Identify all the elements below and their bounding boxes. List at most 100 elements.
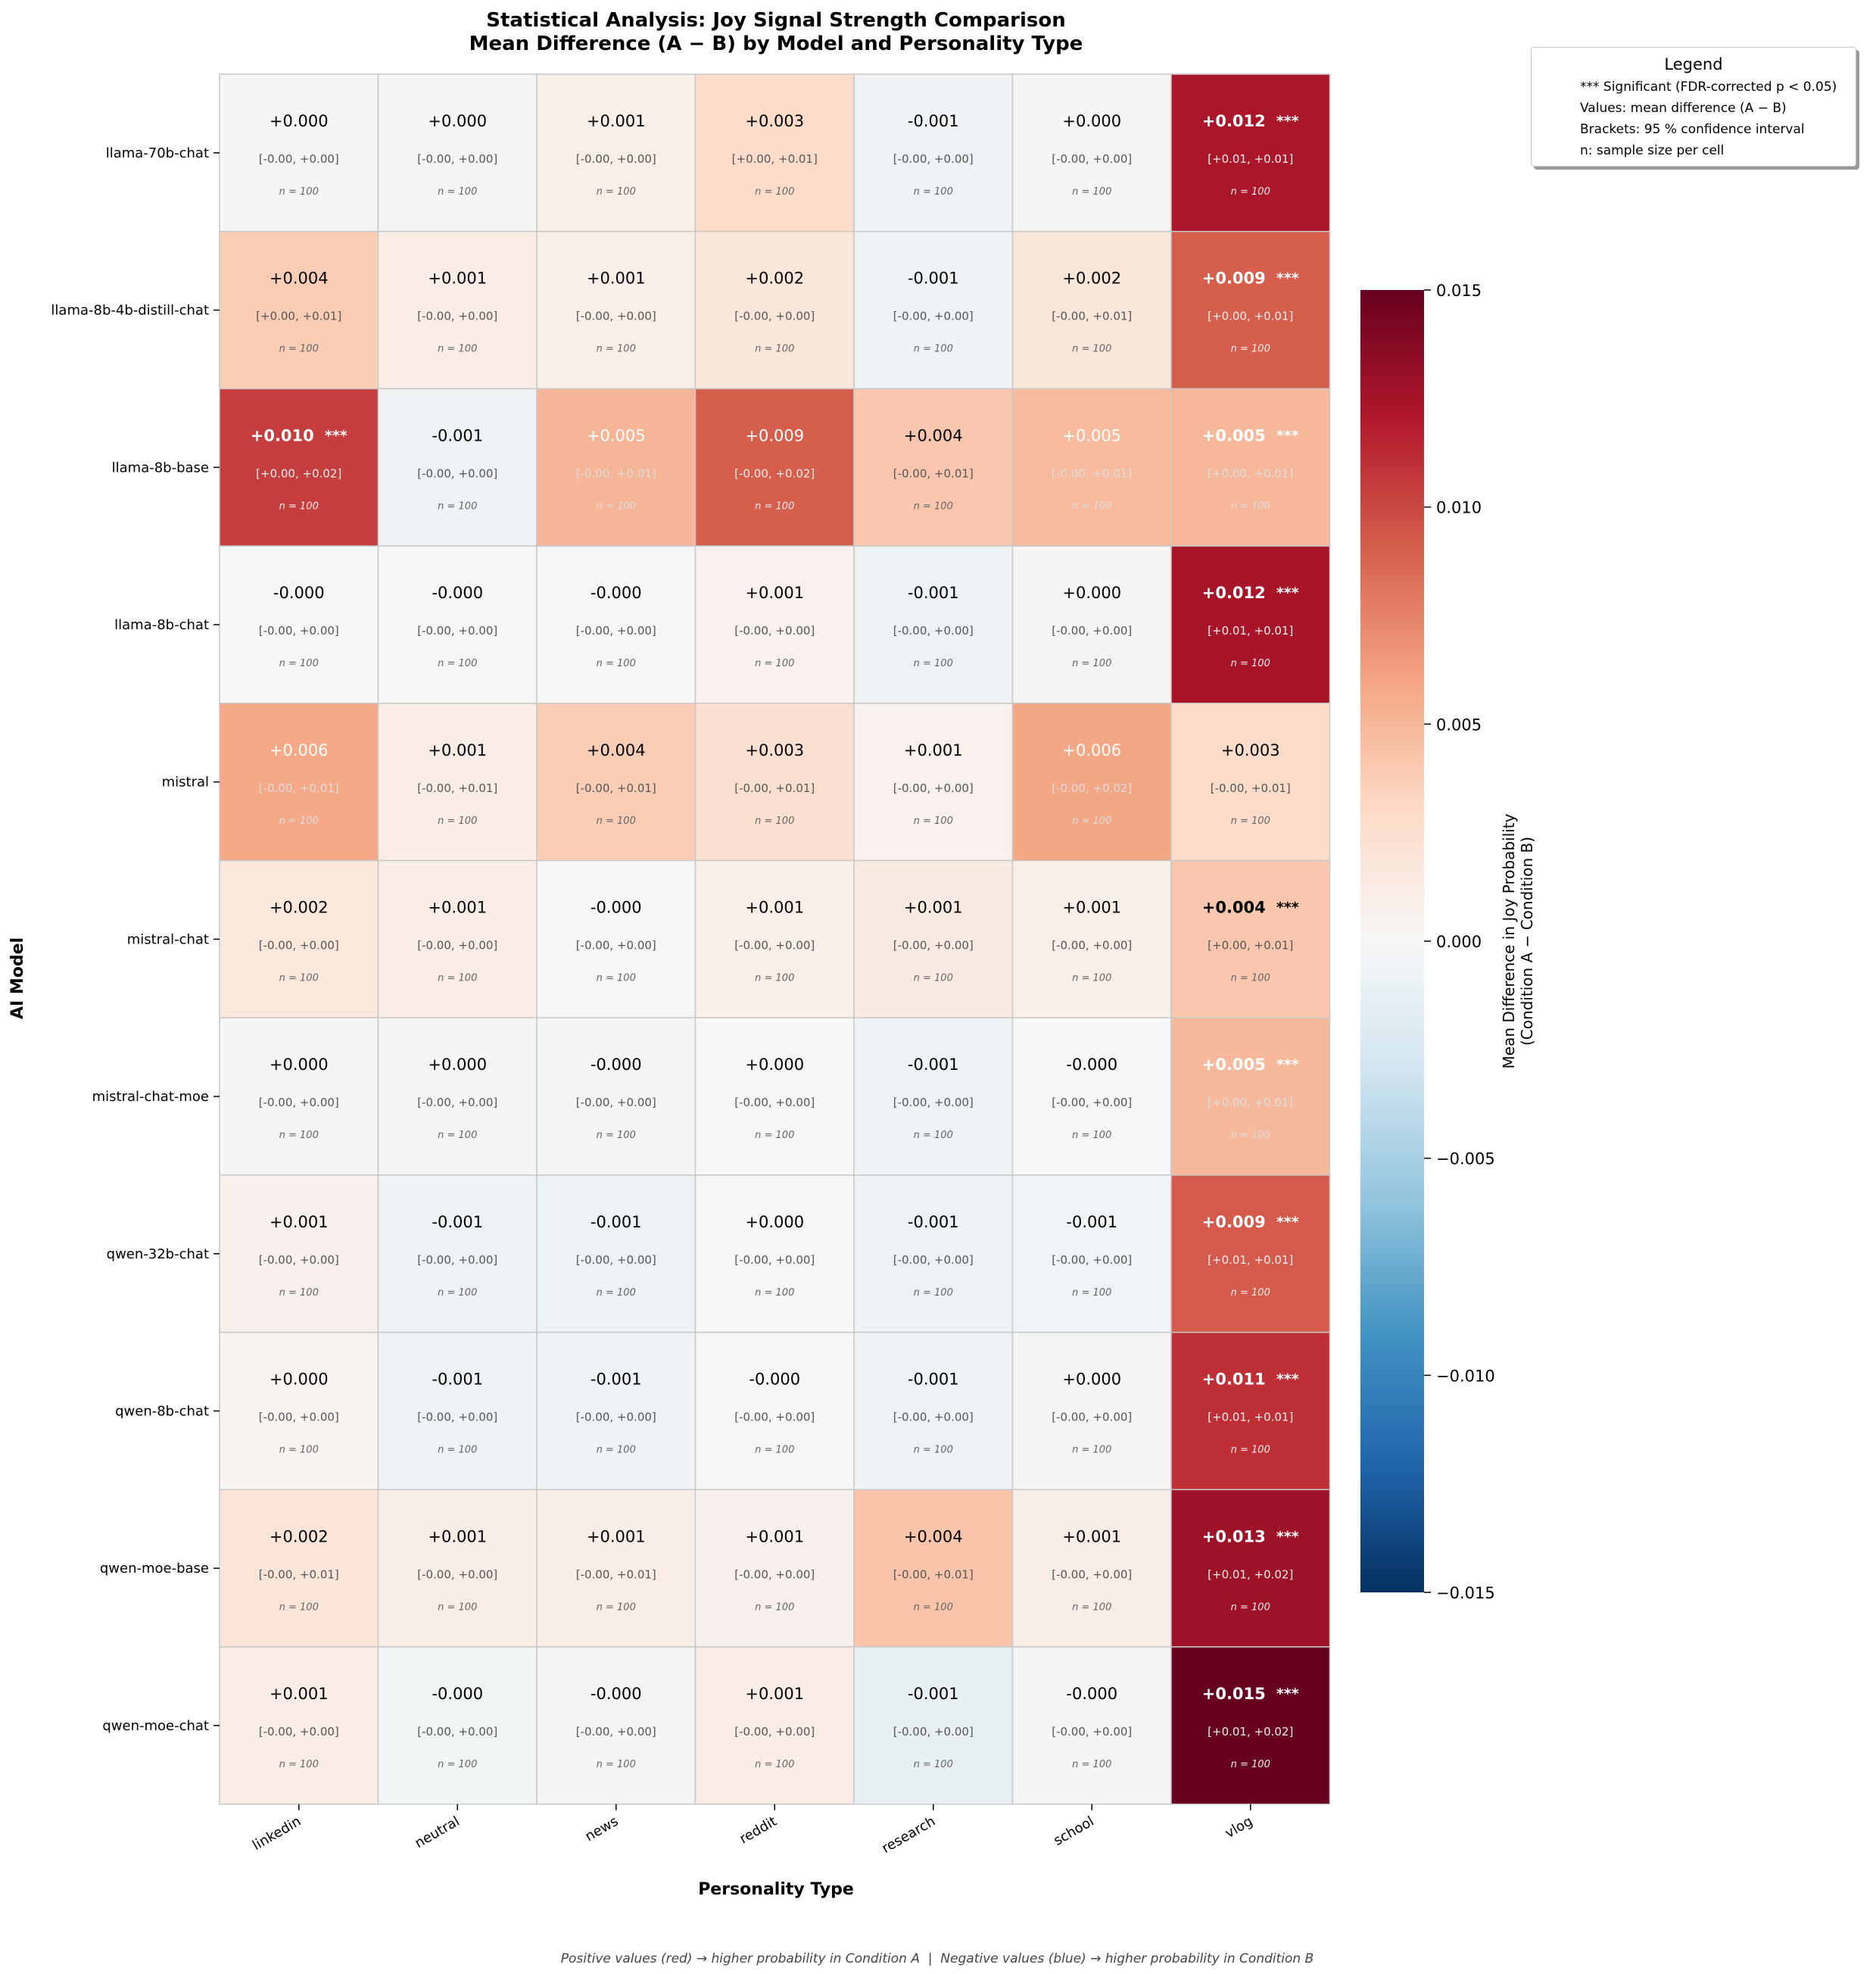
cell-n-qwen-moe-chat-news: n = 100 bbox=[597, 1759, 636, 1770]
cell-ci-qwen-8b-chat-news: [-0.00, +0.00] bbox=[576, 1411, 656, 1424]
cell-ci-mistral-chat-vlog: [+0.00, +0.01] bbox=[1208, 939, 1293, 953]
cell-qwen-moe-base-school bbox=[1011, 1489, 1172, 1648]
cell-value-llama-8b-base-news: +0.005 bbox=[587, 426, 646, 444]
cell-value-mistral-school: +0.006 bbox=[1062, 741, 1121, 759]
chart-subtitle: Mean Difference (A − B) by Model and Per… bbox=[469, 33, 1083, 55]
cell-value-mistral-research: +0.001 bbox=[904, 741, 963, 759]
cell-value-qwen-moe-base-linkedin: +0.002 bbox=[270, 1527, 329, 1545]
cell-value-qwen-32b-chat-news: -0.001 bbox=[591, 1213, 642, 1231]
cell-value-llama-8b-chat-news: -0.000 bbox=[591, 584, 642, 602]
cell-ci-mistral-chat-neutral: [-0.00, +0.00] bbox=[417, 939, 497, 953]
significance-marker-mistral-chat-vlog: *** bbox=[1276, 900, 1299, 916]
cell-llama-8b-chat-school bbox=[1011, 545, 1172, 704]
row-label-llama-70b-chat: llama-70b-chat bbox=[106, 145, 209, 161]
cell-qwen-moe-chat-vlog bbox=[1170, 1646, 1331, 1805]
cell-value-qwen-32b-chat-school: -0.001 bbox=[1066, 1213, 1117, 1231]
cell-ci-mistral-chat-reddit: [-0.00, +0.00] bbox=[734, 939, 815, 953]
cell-value-qwen-moe-chat-news: -0.000 bbox=[591, 1685, 642, 1703]
colorbar-tick-label-6: −0.015 bbox=[1436, 1584, 1495, 1602]
cell-llama-70b-chat-school bbox=[1011, 73, 1172, 232]
significance-marker-llama-8b-base-vlog: *** bbox=[1276, 427, 1299, 444]
cell-value-mistral-chat-research: +0.001 bbox=[904, 899, 963, 917]
cell-ci-qwen-32b-chat-neutral: [-0.00, +0.00] bbox=[417, 1253, 497, 1267]
cell-ci-qwen-moe-chat-school: [-0.00, +0.00] bbox=[1052, 1725, 1132, 1739]
cell-n-llama-8b-base-school: n = 100 bbox=[1072, 501, 1111, 512]
cell-mistral-chat-linkedin bbox=[219, 859, 379, 1018]
cell-value-qwen-moe-chat-neutral: -0.000 bbox=[432, 1685, 483, 1703]
cell-value-mistral-news: +0.004 bbox=[587, 741, 646, 759]
cell-ci-qwen-moe-base-linkedin: [-0.00, +0.01] bbox=[259, 1567, 339, 1581]
cell-n-qwen-8b-chat-reddit: n = 100 bbox=[755, 1445, 794, 1456]
cell-ci-mistral-chat-linkedin: [-0.00, +0.00] bbox=[259, 939, 339, 953]
cell-ci-llama-8b-4b-distill-chat-reddit: [-0.00, +0.00] bbox=[734, 310, 815, 323]
cell-llama-70b-chat-reddit bbox=[694, 73, 855, 232]
cell-qwen-32b-chat-linkedin bbox=[219, 1174, 379, 1333]
cell-llama-8b-base-neutral bbox=[377, 388, 538, 547]
cell-n-mistral-school: n = 100 bbox=[1072, 815, 1111, 827]
column-label-neutral: neutral bbox=[412, 1813, 462, 1851]
cell-ci-llama-70b-chat-linkedin: [-0.00, +0.00] bbox=[259, 152, 339, 166]
cell-ci-llama-8b-base-school: [-0.00, +0.01] bbox=[1052, 466, 1132, 480]
cell-n-qwen-8b-chat-school: n = 100 bbox=[1072, 1445, 1111, 1456]
cell-value-llama-70b-chat-linkedin: +0.000 bbox=[270, 112, 329, 130]
cell-value-qwen-moe-base-news: +0.001 bbox=[587, 1527, 646, 1545]
cell-n-llama-70b-chat-reddit: n = 100 bbox=[755, 186, 794, 198]
cell-n-qwen-moe-chat-linkedin: n = 100 bbox=[279, 1759, 319, 1770]
cell-ci-llama-8b-chat-school: [-0.00, +0.00] bbox=[1052, 624, 1132, 638]
cell-value-llama-8b-base-neutral: -0.001 bbox=[432, 426, 483, 444]
cell-value-qwen-moe-base-reddit: +0.001 bbox=[745, 1527, 804, 1545]
legend: Legend *** Significant (FDR-corrected p … bbox=[1531, 47, 1856, 167]
cell-n-qwen-moe-chat-neutral: n = 100 bbox=[438, 1759, 477, 1770]
cell-ci-llama-8b-base-reddit: [-0.00, +0.02] bbox=[734, 466, 815, 480]
cell-mistral-chat-moe-research bbox=[853, 1017, 1014, 1176]
cell-n-qwen-32b-chat-reddit: n = 100 bbox=[755, 1287, 794, 1299]
cell-qwen-32b-chat-research bbox=[853, 1174, 1014, 1333]
heatmap-cells: +0.000 [-0.00, +0.00] n = 100 +0.000 [-0.00,… bbox=[219, 73, 1331, 1805]
x-axis-label: Personality Type bbox=[698, 1880, 854, 1899]
cell-qwen-32b-chat-school bbox=[1011, 1174, 1172, 1333]
cell-n-llama-70b-chat-neutral: n = 100 bbox=[438, 186, 477, 198]
cell-n-qwen-moe-chat-research: n = 100 bbox=[914, 1759, 953, 1770]
row-labels: llama-70b-chat llama-8b-4b-distill-chat ll… bbox=[51, 145, 220, 1734]
cell-n-qwen-moe-base-reddit: n = 100 bbox=[755, 1601, 794, 1613]
row-label-llama-8b-base: llama-8b-base bbox=[112, 460, 209, 476]
cell-ci-qwen-8b-chat-school: [-0.00, +0.00] bbox=[1052, 1411, 1132, 1424]
cell-n-mistral-chat-reddit: n = 100 bbox=[755, 973, 794, 984]
column-label-reddit: reddit bbox=[737, 1813, 779, 1848]
cell-qwen-moe-chat-research bbox=[853, 1646, 1014, 1805]
cell-ci-qwen-moe-chat-research: [-0.00, +0.00] bbox=[893, 1725, 974, 1739]
cell-qwen-moe-chat-reddit bbox=[694, 1646, 855, 1805]
legend-line-significance: *** Significant (FDR-corrected p < 0.05) bbox=[1580, 80, 1837, 95]
cell-ci-mistral-news: [-0.00, +0.01] bbox=[576, 781, 656, 795]
cell-n-llama-8b-chat-linkedin: n = 100 bbox=[279, 658, 319, 669]
cell-value-qwen-32b-chat-reddit: +0.000 bbox=[745, 1213, 804, 1231]
cell-value-qwen-moe-chat-school: -0.000 bbox=[1066, 1685, 1117, 1703]
cell-ci-qwen-moe-chat-linkedin: [-0.00, +0.00] bbox=[259, 1725, 339, 1739]
cell-value-qwen-moe-base-research: +0.004 bbox=[904, 1527, 963, 1545]
cell-llama-8b-4b-distill-chat-linkedin bbox=[219, 230, 379, 390]
cell-n-qwen-moe-base-linkedin: n = 100 bbox=[279, 1601, 319, 1613]
cell-llama-70b-chat-research bbox=[853, 73, 1014, 232]
cell-n-qwen-32b-chat-news: n = 100 bbox=[597, 1287, 636, 1299]
cell-n-llama-70b-chat-vlog: n = 100 bbox=[1231, 186, 1270, 198]
cell-value-qwen-moe-base-school: +0.001 bbox=[1062, 1527, 1121, 1545]
cell-value-llama-8b-4b-distill-chat-research: -0.001 bbox=[908, 270, 959, 288]
cell-ci-mistral-chat-moe-news: [-0.00, +0.00] bbox=[576, 1096, 656, 1109]
cell-value-mistral-chat-moe-research: -0.001 bbox=[908, 1056, 959, 1074]
cell-llama-8b-base-linkedin bbox=[219, 388, 379, 547]
cell-n-qwen-32b-chat-neutral: n = 100 bbox=[438, 1287, 477, 1299]
legend-line-brackets: Brackets: 95 % confidence interval bbox=[1580, 122, 1805, 137]
cell-n-llama-8b-4b-distill-chat-reddit: n = 100 bbox=[755, 344, 794, 355]
cell-value-qwen-moe-base-neutral: +0.001 bbox=[428, 1527, 487, 1545]
colorbar-tick-label-4: −0.005 bbox=[1436, 1150, 1495, 1168]
cell-llama-70b-chat-news bbox=[536, 73, 696, 232]
cell-value-qwen-32b-chat-linkedin: +0.001 bbox=[270, 1213, 329, 1231]
cell-n-llama-8b-base-linkedin: n = 100 bbox=[279, 501, 319, 512]
cell-value-llama-70b-chat-school: +0.000 bbox=[1062, 112, 1121, 130]
cell-ci-qwen-32b-chat-school: [-0.00, +0.00] bbox=[1052, 1253, 1132, 1267]
cell-llama-8b-chat-linkedin bbox=[219, 545, 379, 704]
cell-ci-qwen-32b-chat-reddit: [-0.00, +0.00] bbox=[734, 1253, 815, 1267]
cell-ci-qwen-8b-chat-research: [-0.00, +0.00] bbox=[893, 1411, 974, 1424]
cell-qwen-8b-chat-news bbox=[536, 1331, 696, 1491]
